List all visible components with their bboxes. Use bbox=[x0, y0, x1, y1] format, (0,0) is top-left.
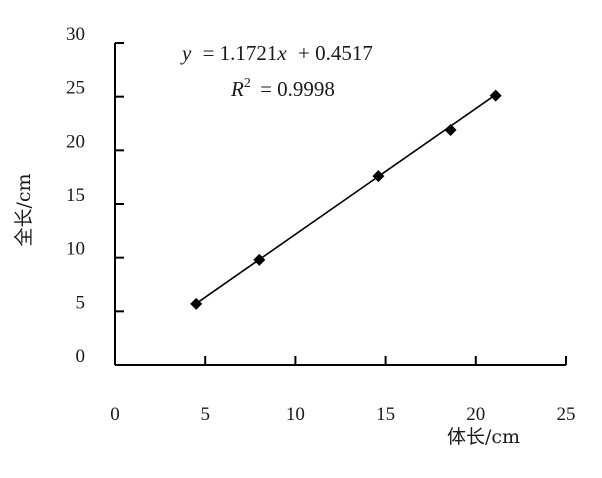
data-point bbox=[190, 297, 203, 310]
equation-lhs: y bbox=[180, 41, 192, 65]
equation-var: x bbox=[276, 41, 287, 65]
equation-rhs: = 1.1721 bbox=[203, 41, 278, 65]
x-tick-label: 0 bbox=[110, 404, 120, 425]
x-tick-label: 20 bbox=[466, 404, 485, 425]
data-point bbox=[372, 170, 385, 183]
data-point bbox=[253, 253, 266, 266]
data-points bbox=[190, 89, 502, 310]
data-point bbox=[444, 123, 457, 136]
y-tick-label: 5 bbox=[76, 292, 86, 313]
y-tick-label: 10 bbox=[66, 239, 85, 260]
equation-tail: + 0.4517 bbox=[298, 41, 373, 65]
r-squared: R2 = 0.9998 bbox=[230, 68, 335, 101]
x-tick-label: 15 bbox=[376, 404, 395, 425]
trendline-equation: y = 1.1721x + 0.4517 bbox=[180, 41, 373, 65]
r2-value: = 0.9998 bbox=[260, 77, 335, 101]
r2-symbol: R bbox=[230, 77, 244, 101]
y-axis-title: 全长/cm bbox=[13, 173, 35, 246]
y-tick-label: 30 bbox=[66, 24, 85, 45]
x-axis-title: 体长/cm bbox=[447, 426, 520, 448]
y-tick-label: 0 bbox=[76, 346, 86, 367]
data-point bbox=[489, 89, 502, 102]
y-tick-label: 25 bbox=[66, 78, 85, 99]
r2-superscript: 2 bbox=[244, 76, 251, 91]
x-tick-label: 25 bbox=[557, 404, 576, 425]
x-tick-label: 5 bbox=[200, 404, 210, 425]
axes: 0 5 10 15 20 25 30 0 5 10 15 20 25 bbox=[66, 24, 576, 425]
y-tick-label: 15 bbox=[66, 185, 85, 206]
x-tick-label: 10 bbox=[286, 404, 305, 425]
y-tick-label: 20 bbox=[66, 131, 85, 152]
